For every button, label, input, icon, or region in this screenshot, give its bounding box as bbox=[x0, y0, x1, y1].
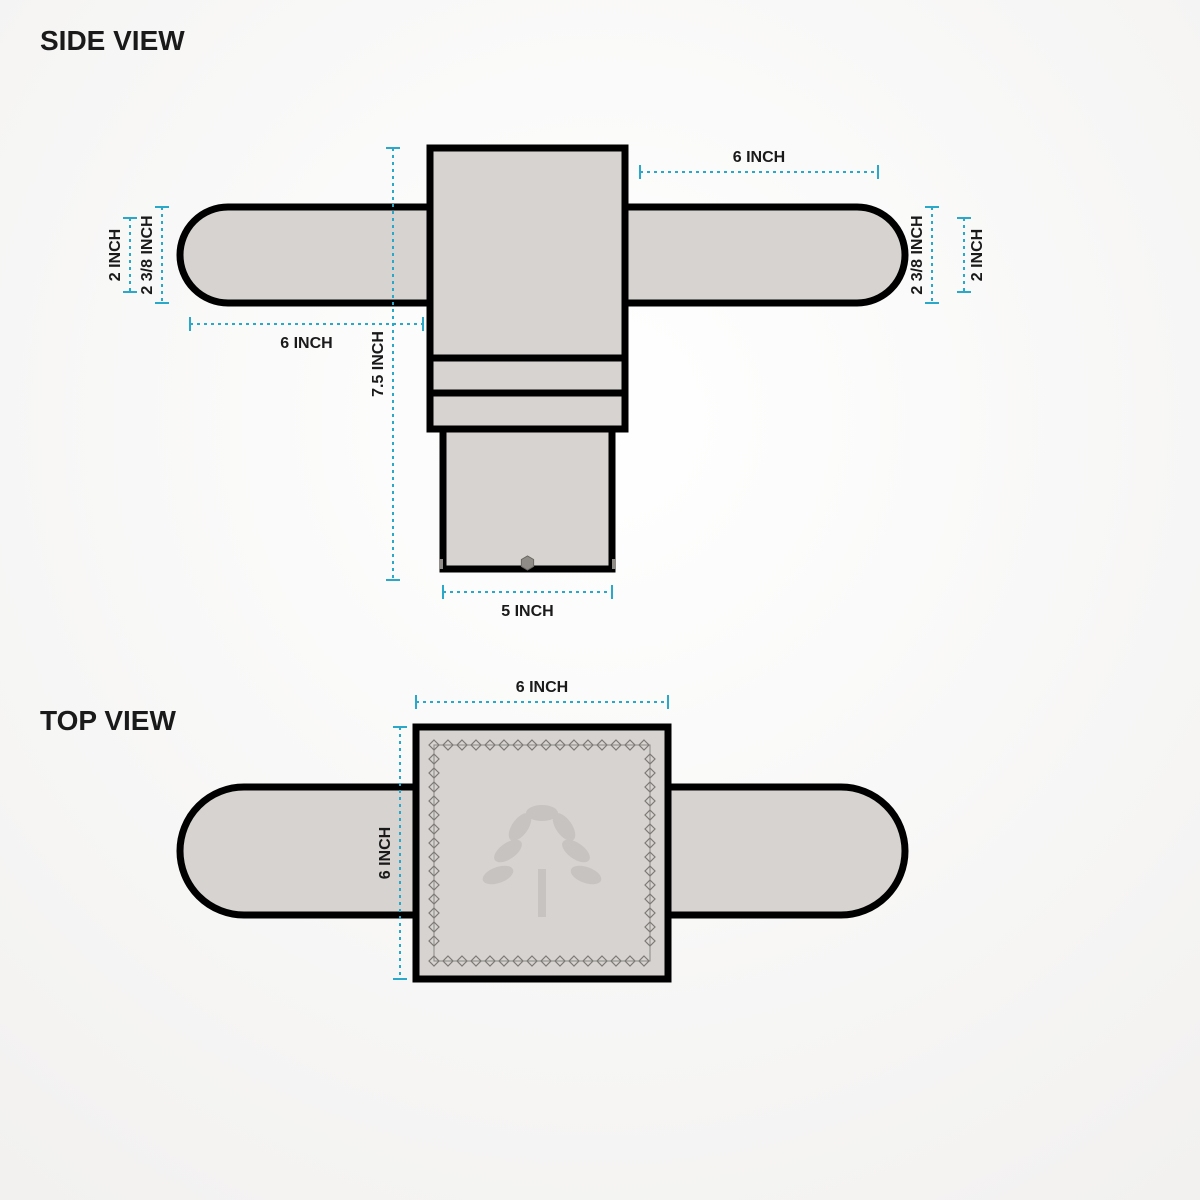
title-top-view: TOP VIEW bbox=[40, 705, 176, 736]
title-side-view: SIDE VIEW bbox=[40, 25, 185, 56]
side-mid-box bbox=[430, 393, 625, 429]
svg-text:5 INCH: 5 INCH bbox=[501, 603, 553, 620]
side-tab-left bbox=[439, 559, 443, 569]
side-top-box bbox=[430, 148, 625, 358]
svg-text:2 INCH: 2 INCH bbox=[969, 229, 986, 281]
svg-text:2 3/8 INCH: 2 3/8 INCH bbox=[909, 215, 926, 294]
svg-text:6 INCH: 6 INCH bbox=[377, 827, 394, 879]
svg-text:6 INCH: 6 INCH bbox=[733, 149, 785, 166]
side-lower-box bbox=[443, 429, 612, 569]
side-mid-band bbox=[430, 358, 625, 393]
svg-text:6 INCH: 6 INCH bbox=[280, 335, 332, 352]
side-nut-icon bbox=[521, 556, 533, 570]
svg-text:2 3/8 INCH: 2 3/8 INCH bbox=[139, 215, 156, 294]
svg-text:7.5 INCH: 7.5 INCH bbox=[370, 331, 387, 397]
side-tab-right bbox=[612, 559, 616, 569]
svg-text:2 INCH: 2 INCH bbox=[107, 229, 124, 281]
top-box bbox=[416, 727, 668, 979]
svg-text:6 INCH: 6 INCH bbox=[516, 679, 568, 696]
